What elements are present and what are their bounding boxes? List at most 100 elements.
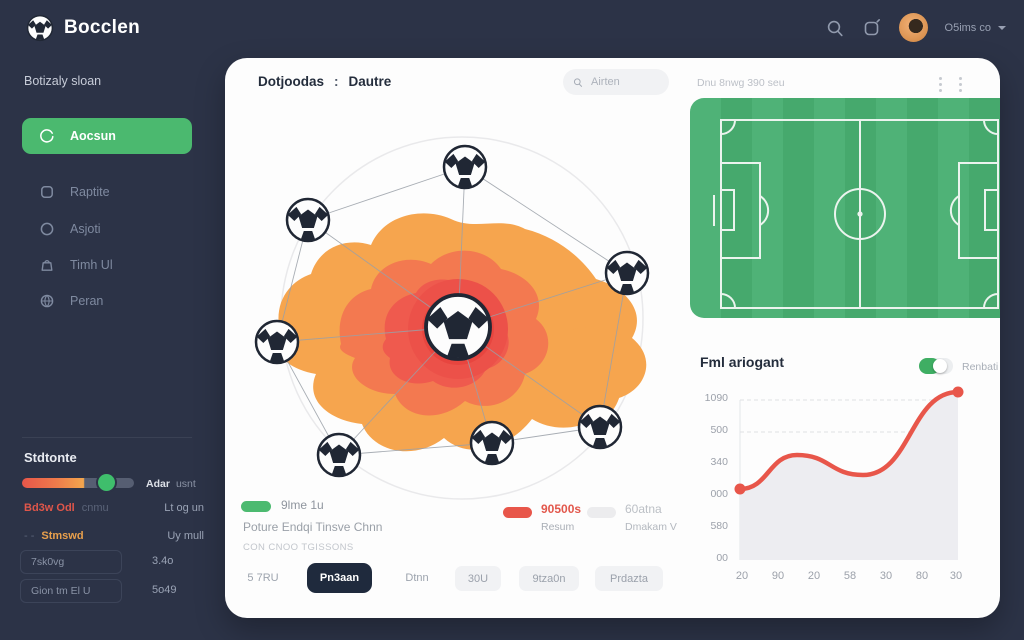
player-node[interactable] [316, 432, 362, 478]
legend-subcaption: CON CNOO TGISSONS [243, 542, 354, 553]
sidebar-item-timh-ul[interactable]: Timh Ul [22, 247, 192, 283]
pitch-lines [713, 119, 999, 309]
player-node[interactable] [254, 319, 300, 365]
sidebar-item-label: Aocsun [70, 129, 116, 143]
soccer-ball-logo-icon [26, 14, 54, 42]
primary-button[interactable]: Pn3aan [307, 563, 372, 593]
breadcrumb-item[interactable]: Dotjoodas [258, 74, 324, 89]
user-avatar[interactable] [898, 13, 928, 42]
player-node[interactable] [577, 404, 623, 450]
filter-button[interactable]: 30U [455, 566, 501, 591]
pitch-stripes [690, 98, 1000, 318]
stat-input-box[interactable]: Gion tm El U [20, 579, 122, 603]
slider-knob[interactable] [98, 474, 115, 491]
search-icon [573, 77, 583, 87]
legend-green-value: 9lme 1u [281, 498, 324, 512]
sidebar-item-raptite[interactable]: Raptite [22, 174, 192, 210]
open-circle-icon [40, 129, 54, 143]
stat-box-value: 3.4o [152, 555, 174, 567]
trend-line-chart: 1090 500 340 000 580 00 20 90 20 58 30 8… [705, 386, 964, 582]
stat-box-label: 7sk0vg [31, 556, 65, 568]
topbar-actions: O5ims co [825, 13, 1006, 42]
topbar: Bocclen O5ims co [0, 0, 1024, 58]
card-meta-text: Dnu 8nwg 390 seu [697, 77, 785, 89]
slider-label-dim: usnt [175, 478, 196, 490]
pitch-graphic [690, 98, 1000, 318]
stat-box-value: 5o49 [152, 584, 177, 596]
stat-label-extra: - - [24, 530, 35, 542]
trend-toggle[interactable] [919, 358, 953, 374]
player-node[interactable] [604, 250, 650, 296]
stat-value: Lt og un [164, 502, 204, 514]
y-tick: 000 [710, 488, 728, 500]
filter-button[interactable]: Prdazta [595, 566, 663, 591]
search-input[interactable] [589, 75, 659, 89]
kebab-menu-icon[interactable] [959, 77, 962, 80]
legend-gray-label: Dmakam V [625, 521, 677, 533]
breadcrumb-item[interactable]: Dautre [348, 74, 392, 89]
breadcrumb-separator: : [334, 74, 339, 89]
brand-name: Bocclen [64, 17, 141, 38]
stat-row: - - Stmswd Uy mull [24, 530, 204, 542]
stat-row: Bd3w Odl cnmu Lt og un [24, 502, 204, 514]
compose-icon[interactable] [862, 18, 882, 38]
sidebar-item-label: Timh Ul [70, 258, 113, 272]
sidebar-item-aocsun[interactable]: Aocsun [22, 118, 192, 154]
trend-line [737, 389, 961, 492]
legend-gray-pill [587, 507, 616, 518]
x-tick: 30 [880, 570, 892, 582]
legend-caption: Poture Endqi Tinsve Chnn [243, 520, 383, 534]
data-point [952, 386, 964, 398]
intensity-slider[interactable] [22, 474, 134, 491]
filter-button[interactable]: Dtnn [405, 572, 429, 584]
radar-heatmap-chart [254, 136, 650, 500]
y-tick: 340 [710, 456, 728, 468]
slider-label-strong: Adar [146, 478, 170, 490]
filter-button[interactable]: 5 7RU [247, 572, 279, 584]
filter-button[interactable]: 9tza0n [519, 566, 579, 591]
y-tick: 500 [710, 424, 728, 436]
player-node[interactable] [285, 197, 331, 243]
sidebar-section-label: Botizaly sloan [24, 74, 102, 88]
stat-input-box[interactable]: 7sk0vg [20, 550, 122, 574]
legend-red-pill [503, 507, 532, 518]
card-search[interactable] [563, 69, 669, 95]
sidebar-divider [22, 437, 192, 438]
player-node[interactable] [469, 420, 515, 466]
search-icon[interactable] [825, 18, 845, 38]
breadcrumb: Dotjoodas : Dautre [258, 74, 391, 89]
legend-red-label: Resum [541, 521, 575, 533]
legend-green-pill [241, 501, 271, 512]
user-name: O5ims co [944, 21, 991, 34]
user-menu[interactable]: O5ims co [945, 22, 1006, 34]
bag-icon [41, 260, 53, 271]
sidebar-item-label: Raptite [70, 185, 110, 199]
stat-label-orange: Stmswd [41, 530, 84, 542]
y-axis-labels: 1090 500 340 000 580 00 [705, 392, 729, 564]
sidebar-item-label: Peran [70, 294, 104, 308]
stats-heading: Stdtonte [24, 450, 77, 465]
circle-icon [40, 222, 54, 236]
kebab-menu-icon[interactable] [939, 77, 942, 80]
stat-box-label: Gion tm El U [31, 585, 91, 597]
sidebar-item-asjoti[interactable]: Asjoti [22, 211, 192, 247]
x-tick: 20 [736, 570, 748, 582]
soccer-pitch [690, 98, 1000, 318]
legend-red-value: 90500s [541, 502, 582, 516]
stat-label-red: Bd3w Odl [24, 502, 75, 514]
sidebar-item-label: Asjoti [70, 222, 101, 236]
main-card: Dotjoodas : Dautre Dnu 8nwg 390 seu [225, 58, 1000, 618]
x-tick: 30 [950, 570, 962, 582]
slider-labels: Adar usnt [146, 478, 196, 490]
stat-label-extra: cnmu [81, 502, 109, 514]
stat-value: Uy mull [167, 530, 204, 542]
x-axis-labels: 20 90 20 58 30 80 30 [736, 570, 962, 582]
sidebar-item-peran[interactable]: Peran [22, 283, 192, 319]
globe-icon [40, 294, 54, 308]
player-node[interactable] [442, 144, 488, 190]
y-tick: 580 [710, 520, 728, 532]
x-tick: 20 [808, 570, 820, 582]
legend-gray-value: 60atna [625, 502, 662, 516]
y-tick: 00 [716, 552, 728, 564]
